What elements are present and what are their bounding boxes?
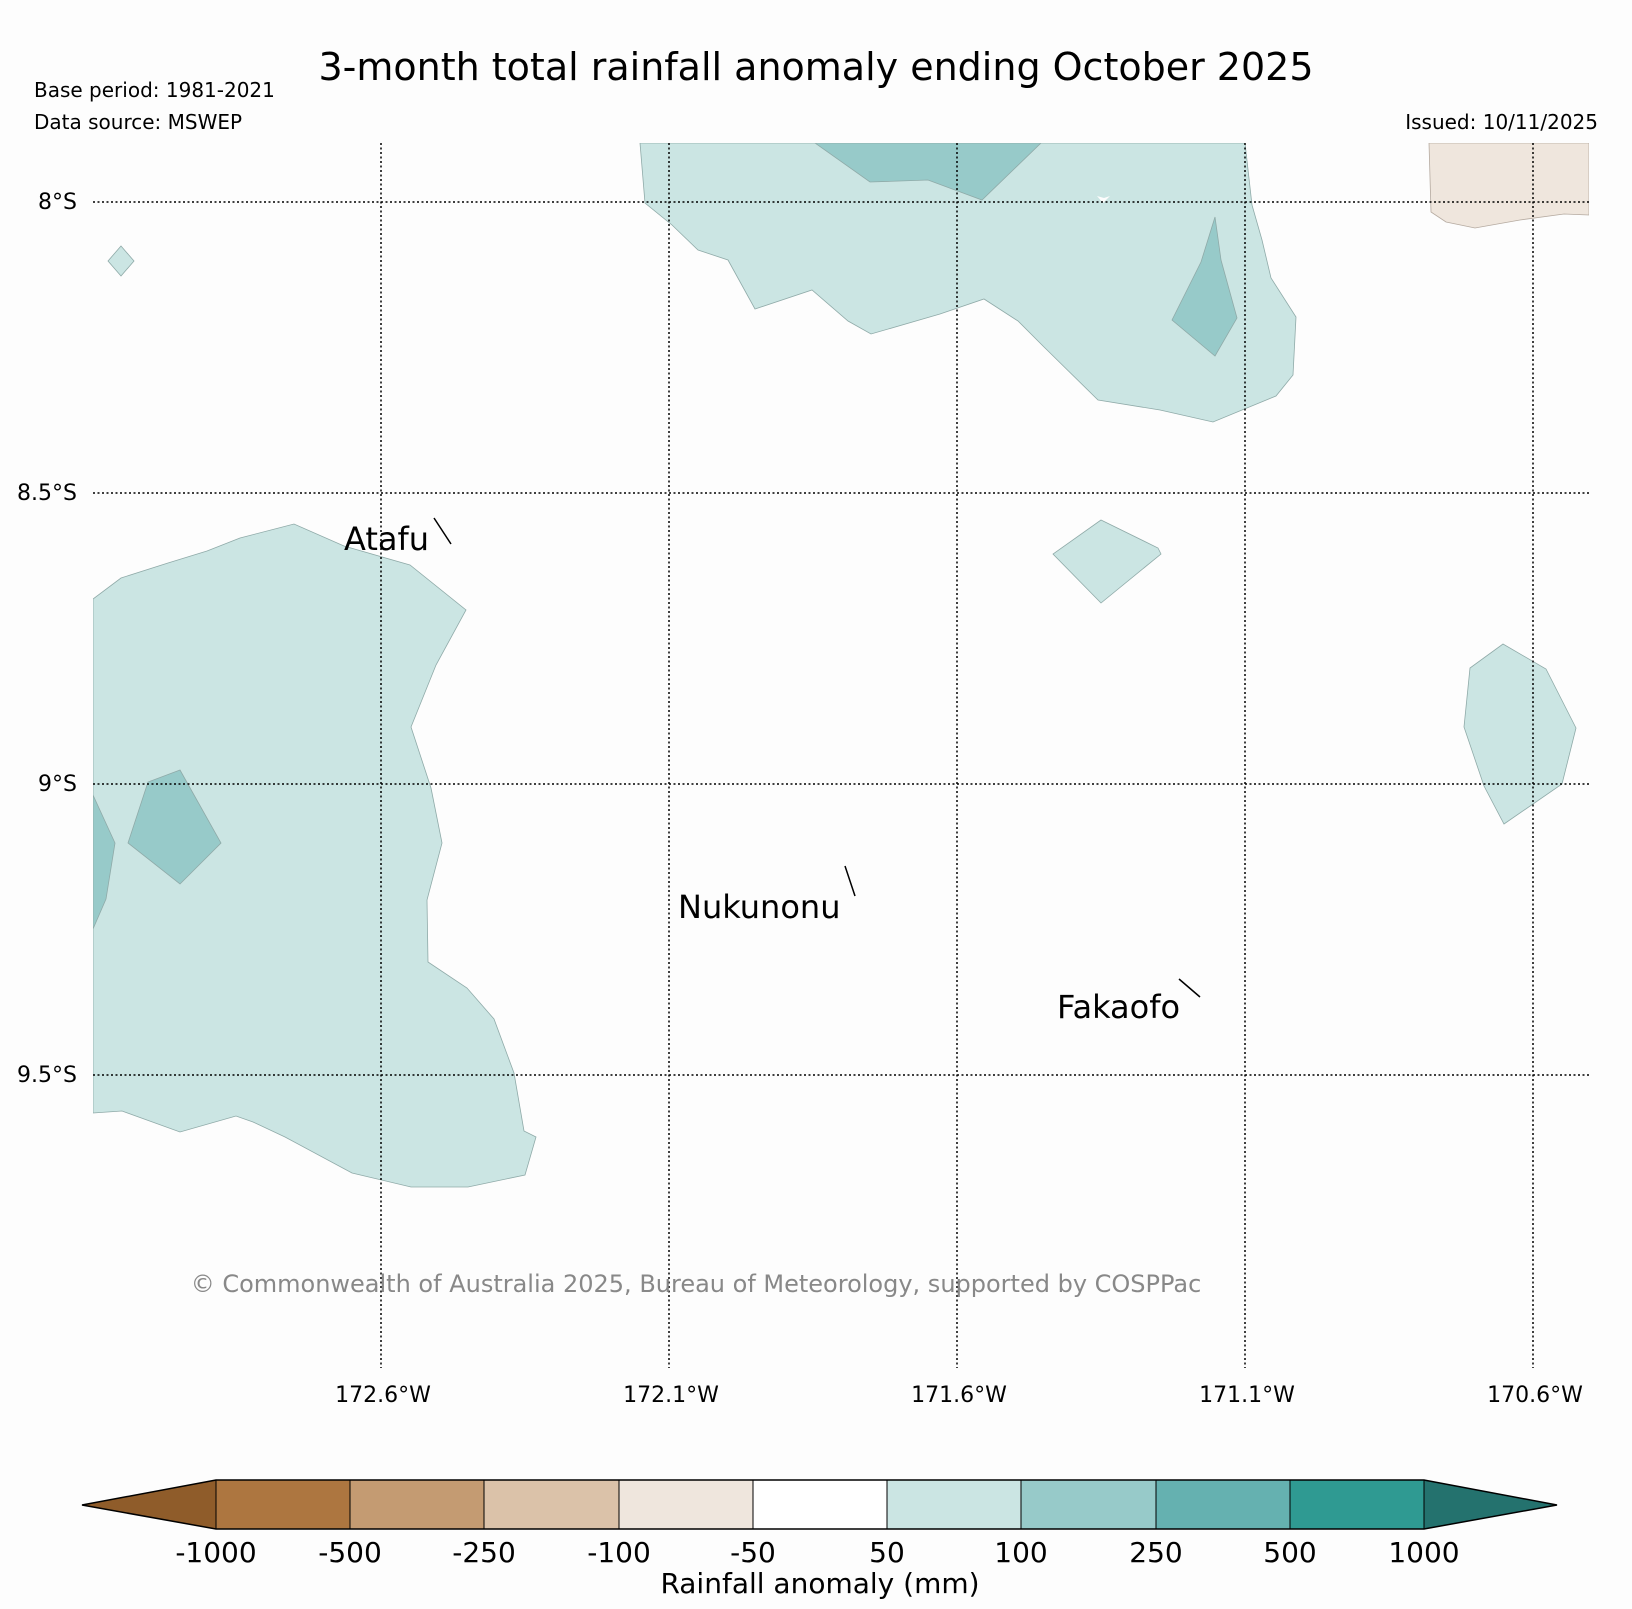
colorbar-segment-neg50-50 — [753, 1480, 887, 1529]
colorbar-segment-above-1000 — [1424, 1480, 1557, 1529]
colorbar-tick-label: 1000 — [1388, 1536, 1459, 1569]
colorbar-tick-label: -100 — [587, 1536, 651, 1569]
colorbar-tick-label: -50 — [730, 1536, 776, 1569]
colorbar-tick-label: 250 — [1129, 1536, 1182, 1569]
colorbar-segment-neg250-neg100 — [484, 1480, 619, 1529]
nukunonu-atoll-outline — [844, 865, 856, 897]
colorbar-segment-100-250 — [1021, 1480, 1156, 1529]
lon-label-170-6w: 170.6°W — [1487, 1383, 1583, 1408]
colorbar-segment-neg1000-neg500 — [216, 1480, 350, 1529]
colorbar-segment-50-100 — [887, 1480, 1021, 1529]
colorbar-segment-250-500 — [1156, 1480, 1290, 1529]
anomaly-region-west — [93, 523, 537, 1188]
data-source: Data source: MSWEP — [34, 110, 242, 134]
anomaly-notch — [1097, 196, 1110, 203]
colorbar-title: Rainfall anomaly (mm) — [660, 1567, 979, 1600]
place-label-nukunonu: Nukunonu — [678, 888, 840, 926]
anomaly-region-north — [639, 143, 1297, 423]
colorbar-segment-neg500-neg250 — [350, 1480, 484, 1529]
colorbar-tick-label: -250 — [452, 1536, 516, 1569]
anomaly-patch-west-dark — [127, 769, 222, 885]
map-title: 3-month total rainfall anomaly ending Oc… — [318, 45, 1313, 89]
lat-label-9s: 9°S — [38, 772, 77, 797]
lat-label-9-5s: 9.5°S — [17, 1063, 77, 1088]
anomaly-patch-center — [1052, 519, 1162, 604]
issued-date: Issued: 10/11/2025 — [1405, 110, 1598, 134]
anomaly-patch-northeast-dark — [1171, 216, 1238, 357]
anomaly-patch-small-diamond — [107, 245, 135, 277]
anomaly-patch-east — [1463, 643, 1577, 825]
map-area: 8°S 8.5°S 9°S 9.5°S 172.6°W 172.1°W 171.… — [17, 143, 1589, 1408]
fakaofo-atoll-outline — [1178, 978, 1201, 998]
colorbar-tick-label: -500 — [318, 1536, 382, 1569]
colorbar-tick-label: 500 — [1263, 1536, 1316, 1569]
anomaly-patch-west-edge-dark — [93, 794, 116, 930]
colorbar-tick-label: -1000 — [175, 1536, 256, 1569]
copyright-notice: © Commonwealth of Australia 2025, Bureau… — [191, 1270, 1202, 1298]
anomaly-contours — [93, 143, 1589, 1188]
colorbar-dividers — [215, 1480, 1425, 1529]
lon-label-171-1w: 171.1°W — [1199, 1383, 1295, 1408]
lon-label-172-1w: 172.1°W — [623, 1383, 719, 1408]
colorbar-tick-label: 50 — [869, 1536, 905, 1569]
atafu-atoll-outline — [433, 517, 452, 545]
colorbar-segment-below-neg1000 — [82, 1480, 216, 1529]
lat-label-8s: 8°S — [38, 190, 77, 215]
lon-label-171-6w: 171.6°W — [911, 1383, 1007, 1408]
colorbar-segments — [82, 1480, 1557, 1529]
colorbar-tick-labels: -1000 -500 -250 -100 -50 50 100 250 500 … — [175, 1536, 1459, 1569]
anomaly-region-dry-northeast — [1428, 143, 1589, 229]
colorbar-segment-neg100-neg50 — [619, 1480, 753, 1529]
anomaly-patch-north-dark — [814, 143, 1042, 201]
place-label-fakaofo: Fakaofo — [1057, 988, 1180, 1026]
lat-label-8-5s: 8.5°S — [17, 481, 77, 506]
colorbar: -1000 -500 -250 -100 -50 50 100 250 500 … — [81, 1479, 1558, 1600]
colorbar-segment-500-1000 — [1290, 1480, 1424, 1529]
lon-label-172-6w: 172.6°W — [335, 1383, 431, 1408]
base-period: Base period: 1981-2021 — [34, 78, 275, 102]
place-label-atafu: Atafu — [344, 520, 429, 558]
colorbar-tick-label: 100 — [994, 1536, 1047, 1569]
gridlines — [93, 143, 1589, 1368]
